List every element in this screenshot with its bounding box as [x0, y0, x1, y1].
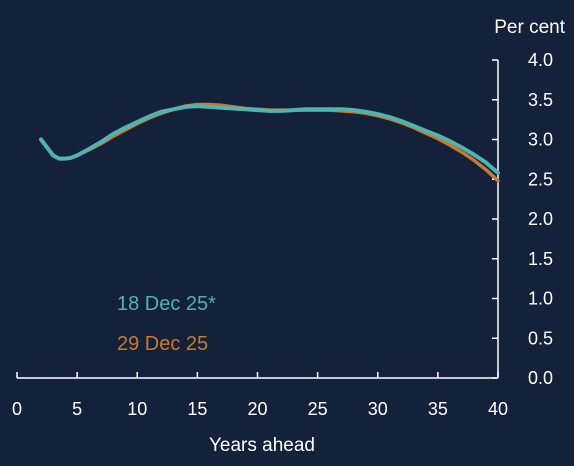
legend: 18 Dec 25* 29 Dec 25 — [117, 293, 216, 355]
x-tick-label: 35 — [428, 399, 448, 419]
x-axis: 0 5 10 15 20 25 30 35 40 — [12, 372, 508, 419]
y-tick-label: 0.0 — [528, 368, 553, 388]
y-tick-label: 4.0 — [528, 50, 553, 70]
y-tick-label: 2.0 — [528, 209, 553, 229]
x-tick-label: 10 — [127, 399, 147, 419]
y-tick-label: 0.5 — [528, 328, 553, 348]
x-tick-label: 30 — [368, 399, 388, 419]
x-tick-label: 25 — [308, 399, 328, 419]
legend-entry-1: 18 Dec 25* — [117, 293, 216, 315]
y-tick-label: 1.5 — [528, 249, 553, 269]
y-axis-title: Per cent — [494, 17, 565, 38]
y-tick-label: 3.0 — [528, 130, 553, 150]
y-tick-label: 1.0 — [528, 289, 553, 309]
series-line-1 — [39, 104, 500, 175]
y-tick-label: 3.5 — [528, 90, 553, 110]
y-axis: 0.0 0.5 1.0 1.5 2.0 2.5 3.0 3.5 4.0 — [492, 50, 553, 388]
x-tick-label: 40 — [488, 399, 508, 419]
series-line-2 — [39, 102, 500, 183]
y-tick-label: 2.5 — [528, 169, 553, 189]
x-tick-label: 5 — [72, 399, 82, 419]
x-axis-title: Years ahead — [209, 435, 315, 456]
legend-entry-2: 29 Dec 25 — [117, 333, 208, 355]
x-tick-label: 0 — [12, 399, 22, 419]
x-tick-label: 15 — [187, 399, 207, 419]
x-tick-label: 20 — [247, 399, 267, 419]
series-lines — [39, 102, 500, 183]
